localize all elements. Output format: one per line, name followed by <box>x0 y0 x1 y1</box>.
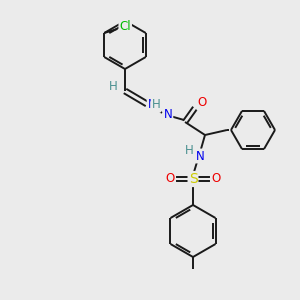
Text: S: S <box>189 172 197 186</box>
Text: O: O <box>197 97 207 110</box>
Text: N: N <box>196 149 204 163</box>
Text: Cl: Cl <box>119 20 131 32</box>
Text: H: H <box>184 145 194 158</box>
Text: N: N <box>148 98 156 110</box>
Text: O: O <box>165 172 175 185</box>
Text: N: N <box>164 109 172 122</box>
Text: O: O <box>212 172 220 185</box>
Text: H: H <box>109 80 117 94</box>
Text: H: H <box>152 98 160 112</box>
